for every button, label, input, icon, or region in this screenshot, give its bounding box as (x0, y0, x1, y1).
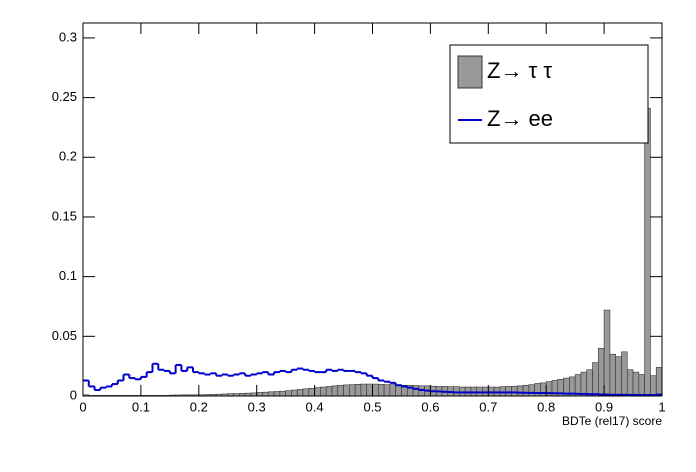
hist-bar (592, 362, 599, 397)
hist-bar (314, 387, 321, 397)
legend-label: Z→ τ τ (487, 58, 552, 83)
hist-bar (291, 389, 298, 397)
y-tick-label: 0 (70, 387, 77, 402)
hist-bar (366, 383, 373, 397)
hist-bar (325, 386, 333, 397)
legend-box (449, 44, 649, 144)
hist-bar (499, 386, 506, 397)
hist-bar (285, 390, 292, 397)
y-tick-label: 0.15 (52, 208, 77, 223)
hist-bar (505, 386, 512, 397)
hist-bar (511, 385, 518, 397)
hist-bar (267, 391, 275, 397)
hist-bar (638, 374, 645, 397)
hist-bar (650, 375, 657, 397)
x-tick-label: 0.4 (306, 399, 324, 414)
hist-bar (320, 386, 327, 397)
hist-bar (580, 371, 588, 397)
hist-bar (516, 385, 524, 397)
x-tick-label: 0.2 (190, 399, 208, 414)
hist-bar (586, 369, 593, 397)
y-tick-label: 0.25 (52, 89, 77, 104)
hist-bar (632, 371, 640, 397)
hist-bar (603, 309, 611, 397)
hist-bar (528, 384, 535, 397)
hist-bar (308, 387, 315, 397)
hist-bar (296, 389, 304, 397)
y-tick-label: 0.3 (59, 29, 77, 44)
hist-bar (534, 383, 541, 397)
x-tick-label: 0.3 (248, 399, 266, 414)
hist-bar (389, 384, 396, 397)
hist-bar (337, 384, 344, 397)
hist-bar (540, 382, 547, 397)
hist-bar (372, 383, 379, 397)
hist-bar (377, 384, 385, 397)
x-tick-label: 0.9 (595, 399, 613, 414)
x-tick-label: 0.6 (421, 399, 439, 414)
hist-bar (273, 391, 281, 397)
x-tick-label: 0.1 (132, 399, 150, 414)
x-tick-label: 0.7 (479, 399, 497, 414)
y-tick-label: 0.2 (59, 149, 77, 164)
hist-bar (279, 390, 286, 397)
hist-bar (360, 383, 368, 397)
y-tick-label: 0.05 (52, 328, 77, 343)
hist-bar (621, 351, 628, 397)
x-axis-label: BDTe (rel17) score (562, 414, 662, 428)
hist-bar (453, 386, 460, 397)
hist-bar (598, 347, 605, 397)
hist-bar (626, 369, 634, 397)
hist-bar (331, 385, 339, 397)
hist-bar (609, 353, 616, 397)
hist-bar (412, 385, 420, 397)
x-tick-label: 0 (79, 399, 86, 414)
hist-bar (302, 388, 310, 397)
hist-bar (655, 367, 663, 397)
hist-bar (644, 108, 651, 397)
x-tick-label: 0.8 (537, 399, 555, 414)
hist-bar (383, 384, 391, 397)
hist-bar (522, 384, 530, 397)
y-tick-label: 0.1 (59, 268, 77, 283)
hist-bar (262, 391, 269, 397)
hist-bar (354, 384, 362, 397)
hist-bar (615, 356, 622, 397)
legend-label: Z→ ee (487, 106, 553, 131)
hist-bar (256, 392, 263, 397)
legend-swatch (457, 55, 483, 89)
hist-bar (343, 384, 350, 397)
x-tick-label: 0.5 (363, 399, 381, 414)
hist-bar (349, 384, 356, 397)
hist-bar (574, 374, 582, 397)
x-tick-label: 1 (658, 399, 665, 414)
